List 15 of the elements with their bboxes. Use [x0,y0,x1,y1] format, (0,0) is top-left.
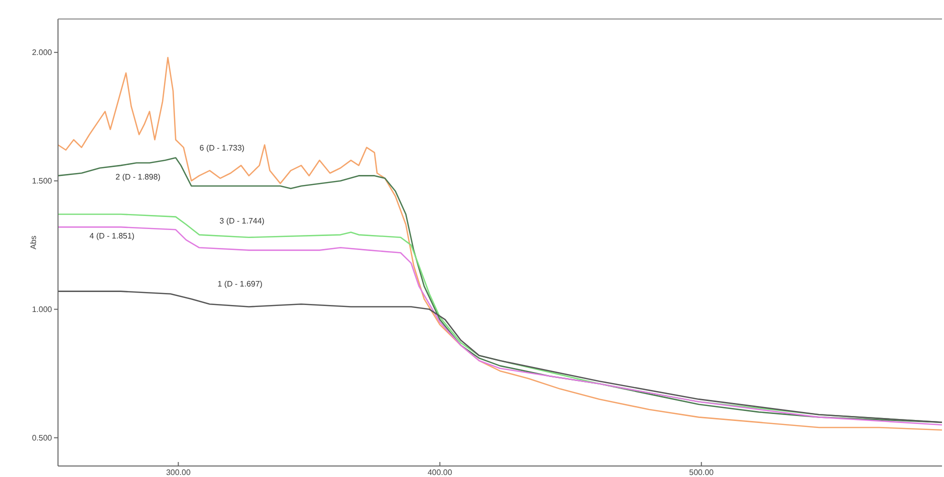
y-axis-title: Abs [29,236,38,250]
y-tick-label: 1.500 [32,176,53,186]
series-label: 6 (D - 1.733) [200,144,245,153]
text: 1 (D - 1.697) [218,280,263,289]
series-label: 4 (D - 1.851) [90,232,135,241]
series-label: 3 (D - 1.744) [220,216,265,226]
y-tick-label: 2.000 [32,48,53,57]
x-tick-label: 500.00 [689,468,714,477]
y-tick-label: 1.000 [32,304,53,314]
y-tick-label: 0.500 [32,433,53,442]
line-series [58,290,942,423]
x-tick-label: 400.00 [428,468,453,477]
line-series [58,56,942,431]
x-tick-label: 300.00 [166,468,192,477]
series-label: 2 (D - 1.898) [116,172,161,182]
